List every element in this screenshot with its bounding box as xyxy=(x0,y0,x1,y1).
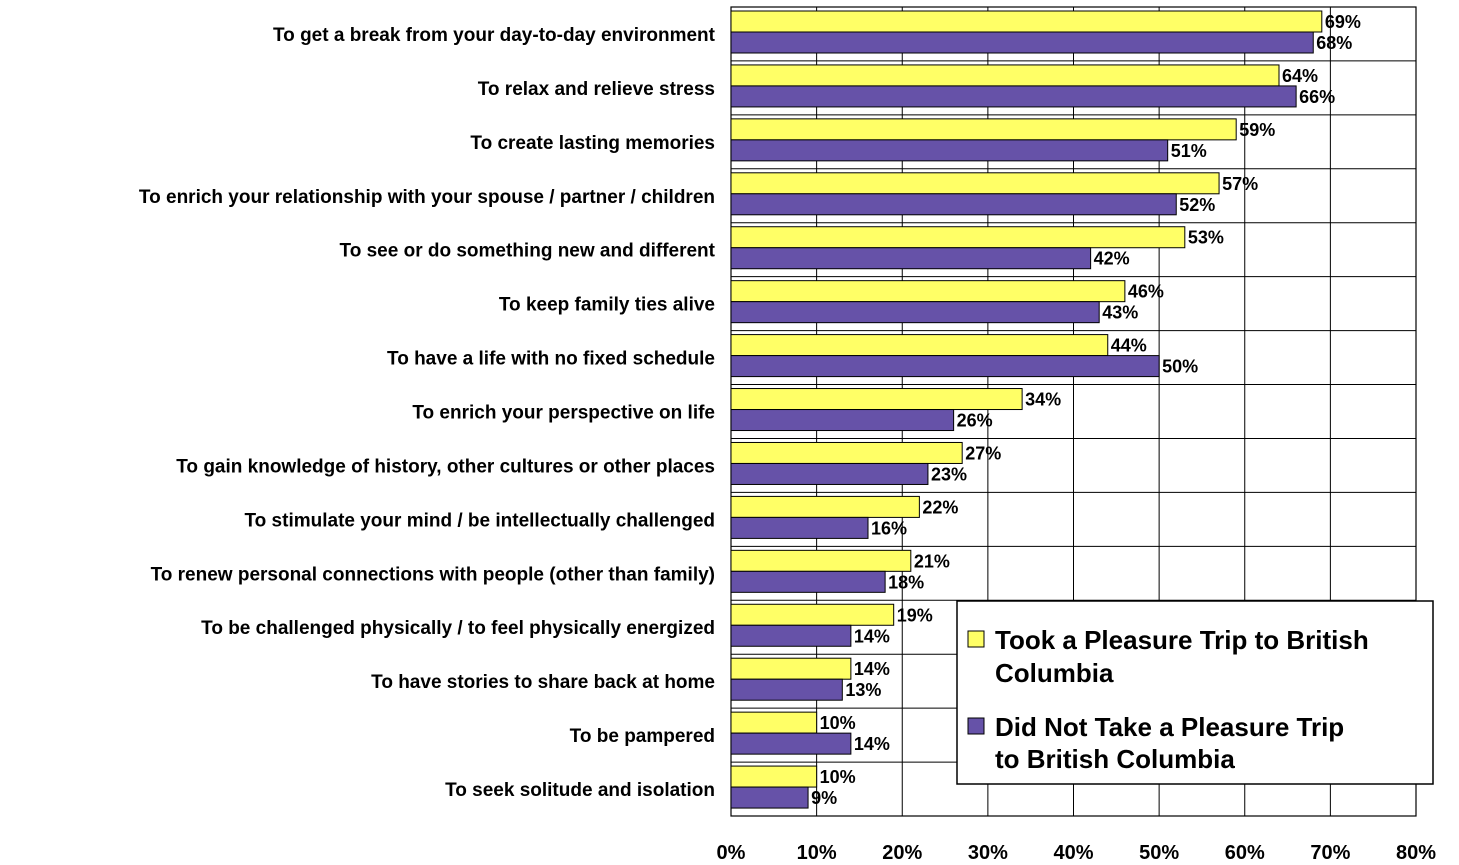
bar-did-not-take-trip-to-renew-personal-connections-with-people-other-than-family xyxy=(730,570,886,593)
bar-took-trip-to-stimulate-your-mind-be-intellectually-challenged xyxy=(730,495,920,518)
value-label-took-trip: 57% xyxy=(1222,174,1258,194)
legend: Took a Pleasure Trip to British Columbia… xyxy=(956,600,1434,785)
x-tick-label: 30% xyxy=(968,842,1008,864)
category-label: To renew personal connections with peopl… xyxy=(151,564,715,585)
bars-group xyxy=(730,10,1323,809)
value-label-did-not-take-trip: 26% xyxy=(957,411,993,431)
value-label-took-trip: 10% xyxy=(820,767,856,787)
x-tick-label: 70% xyxy=(1310,842,1350,864)
legend-swatch-took-trip xyxy=(967,630,985,648)
value-label-did-not-take-trip: 9% xyxy=(811,788,837,808)
bar-took-trip-to-see-or-do-something-new-and-different xyxy=(730,226,1186,249)
bar-took-trip-to-renew-personal-connections-with-people-other-than-family xyxy=(730,549,912,572)
bar-took-trip-to-keep-family-ties-alive xyxy=(730,280,1126,303)
category-label: To enrich your perspective on life xyxy=(412,403,715,424)
category-label: To gain knowledge of history, other cult… xyxy=(176,456,715,477)
category-labels-group: To get a break from your day-to-day envi… xyxy=(139,25,716,801)
value-label-took-trip: 10% xyxy=(820,713,856,733)
bar-did-not-take-trip-to-relax-and-relieve-stress xyxy=(730,85,1297,108)
category-label: To see or do something new and different xyxy=(340,241,716,262)
value-label-did-not-take-trip: 68% xyxy=(1316,33,1352,53)
category-label: To be pampered xyxy=(570,726,715,747)
value-label-took-trip: 59% xyxy=(1239,120,1275,140)
x-tick-label: 80% xyxy=(1396,842,1436,864)
value-label-did-not-take-trip: 13% xyxy=(845,680,881,700)
x-tick-label: 0% xyxy=(717,842,746,864)
bar-did-not-take-trip-to-be-challenged-physically-to-feel-physically-energized xyxy=(730,624,852,647)
value-label-took-trip: 27% xyxy=(965,443,1001,463)
category-label: To create lasting memories xyxy=(470,133,715,154)
bar-did-not-take-trip-to-keep-family-ties-alive xyxy=(730,301,1100,324)
category-label: To be challenged physically / to feel ph… xyxy=(201,618,715,639)
bar-did-not-take-trip-to-have-stories-to-share-back-at-home xyxy=(730,678,843,701)
value-label-took-trip: 14% xyxy=(854,659,890,679)
bar-did-not-take-trip-to-see-or-do-something-new-and-different xyxy=(730,247,1092,270)
value-label-took-trip: 69% xyxy=(1325,12,1361,32)
bar-did-not-take-trip-to-stimulate-your-mind-be-intellectually-challenged xyxy=(730,516,869,539)
x-tick-label: 40% xyxy=(1053,842,1093,864)
value-label-did-not-take-trip: 16% xyxy=(871,518,907,538)
category-label: To have stories to share back at home xyxy=(371,672,715,693)
value-label-did-not-take-trip: 18% xyxy=(888,572,924,592)
x-tick-label: 60% xyxy=(1225,842,1265,864)
bar-took-trip-to-seek-solitude-and-isolation xyxy=(730,765,818,788)
category-label: To stimulate your mind / be intellectual… xyxy=(244,510,715,531)
value-label-did-not-take-trip: 52% xyxy=(1179,195,1215,215)
x-tick-label: 20% xyxy=(882,842,922,864)
value-label-did-not-take-trip: 66% xyxy=(1299,87,1335,107)
bar-took-trip-to-enrich-your-relationship-with-your-spouse-partner-children xyxy=(730,172,1220,195)
value-label-did-not-take-trip: 14% xyxy=(854,734,890,754)
value-label-took-trip: 19% xyxy=(897,605,933,625)
legend-label-did-not-take-trip-line2: to British Columbia xyxy=(995,744,1235,774)
bar-did-not-take-trip-to-enrich-your-perspective-on-life xyxy=(730,409,955,432)
x-tick-label: 50% xyxy=(1139,842,1179,864)
value-label-did-not-take-trip: 42% xyxy=(1094,249,1130,269)
bar-took-trip-to-have-a-life-with-no-fixed-schedule xyxy=(730,334,1109,357)
bar-took-trip-to-be-pampered xyxy=(730,711,818,734)
value-label-took-trip: 44% xyxy=(1111,336,1147,356)
category-label: To relax and relieve stress xyxy=(478,79,715,100)
bar-did-not-take-trip-to-have-a-life-with-no-fixed-schedule xyxy=(730,355,1160,378)
bar-took-trip-to-create-lasting-memories xyxy=(730,118,1237,141)
value-label-took-trip: 53% xyxy=(1188,228,1224,248)
category-label: To get a break from your day-to-day envi… xyxy=(273,25,716,46)
value-labels-group: 69%68% 64%66% 59% 51% 57% 52% 53% 42% 46%43% 44% 5… xyxy=(811,12,1361,808)
bar-did-not-take-trip-to-be-pampered xyxy=(730,732,852,755)
value-label-did-not-take-trip: 14% xyxy=(854,626,890,646)
bar-did-not-take-trip-to-seek-solitude-and-isolation xyxy=(730,786,809,809)
category-label: To seek solitude and isolation xyxy=(445,780,715,801)
bar-took-trip-to-relax-and-relieve-stress xyxy=(730,64,1280,87)
category-label: To keep family ties alive xyxy=(499,295,715,316)
value-label-did-not-take-trip: 50% xyxy=(1162,357,1198,377)
bar-did-not-take-trip-to-get-a-break-from-your-day-to-day-environment xyxy=(730,31,1314,54)
bar-did-not-take-trip-to-gain-knowledge-of-history-other-cultures-or-other-places xyxy=(730,462,929,485)
bar-did-not-take-trip-to-enrich-your-relationship-with-your-spouse-partner-children xyxy=(730,193,1177,216)
legend-box xyxy=(956,600,1434,785)
bar-took-trip-to-enrich-your-perspective-on-life xyxy=(730,388,1023,411)
legend-label-took-trip-line2: Columbia xyxy=(995,658,1114,688)
bar-took-trip-to-get-a-break-from-your-day-to-day-environment xyxy=(730,10,1323,33)
bar-did-not-take-trip-to-create-lasting-memories xyxy=(730,139,1169,162)
value-label-did-not-take-trip: 51% xyxy=(1171,141,1207,161)
value-label-did-not-take-trip: 43% xyxy=(1102,303,1138,323)
value-label-took-trip: 21% xyxy=(914,551,950,571)
category-label: To have a life with no fixed schedule xyxy=(387,349,715,370)
value-label-took-trip: 22% xyxy=(922,497,958,517)
value-label-did-not-take-trip: 23% xyxy=(931,464,967,484)
bar-took-trip-to-be-challenged-physically-to-feel-physically-energized xyxy=(730,603,895,626)
legend-swatch-did-not-take-trip xyxy=(967,717,985,735)
value-label-took-trip: 64% xyxy=(1282,66,1318,86)
category-label: To enrich your relationship with your sp… xyxy=(139,187,715,208)
value-label-took-trip: 46% xyxy=(1128,282,1164,302)
value-label-took-trip: 34% xyxy=(1025,390,1061,410)
x-tick-label: 10% xyxy=(797,842,837,864)
legend-label-did-not-take-trip-line1: Did Not Take a Pleasure Trip xyxy=(995,712,1344,742)
x-axis-ticks-group: 0% 10% 20% 30% 40% 50% 60% 70% 80% xyxy=(717,842,1437,864)
bar-took-trip-to-gain-knowledge-of-history-other-cultures-or-other-places xyxy=(730,441,963,464)
legend-label-took-trip-line1: Took a Pleasure Trip to British xyxy=(995,625,1369,655)
bar-took-trip-to-have-stories-to-share-back-at-home xyxy=(730,657,852,680)
